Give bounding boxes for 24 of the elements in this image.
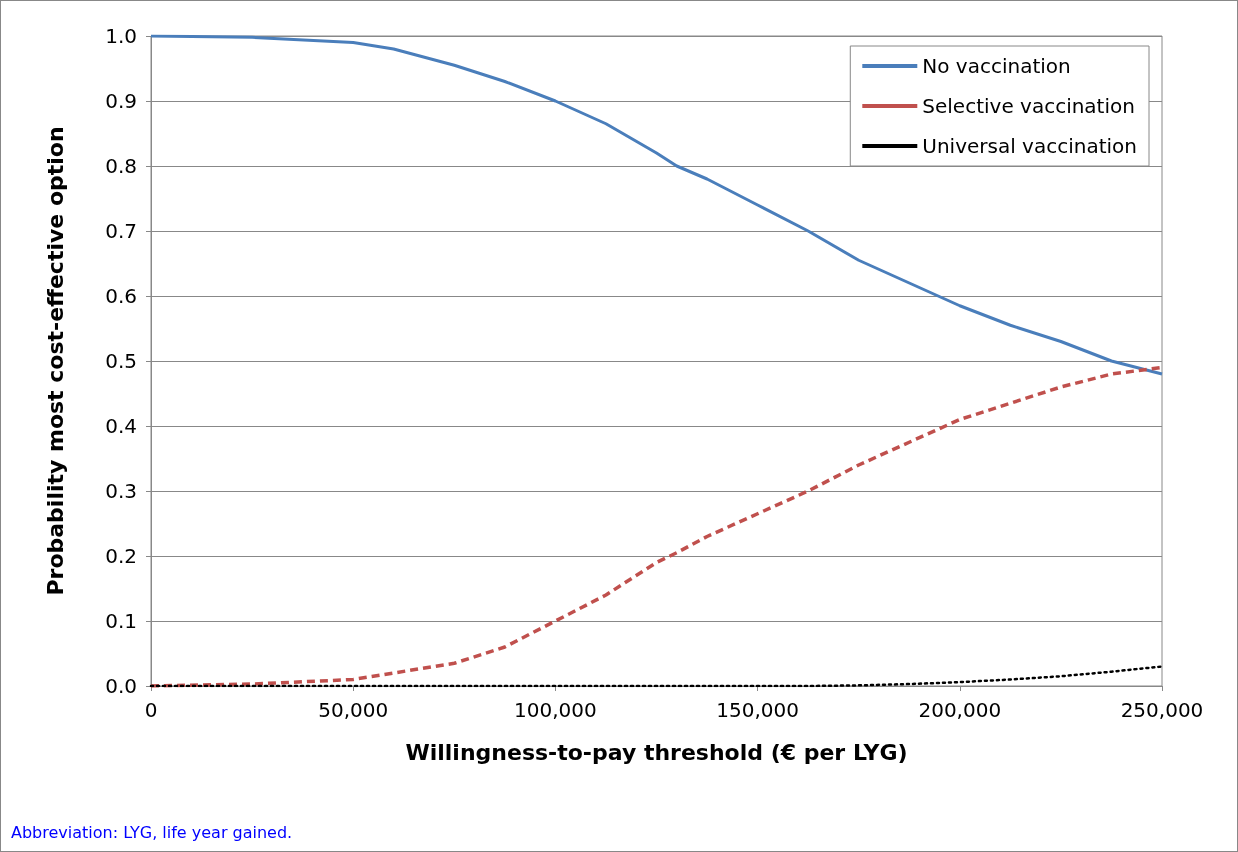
x-tick-label: 50,000 (318, 698, 389, 722)
y-tick-label: 0.6 (105, 284, 137, 308)
line-series (149, 665, 1164, 688)
y-tick-label: 0.4 (105, 414, 137, 438)
x-axis-title: Willingness-to-pay threshold (€ per LYG) (405, 739, 908, 765)
x-tick-label: 0 (144, 698, 158, 722)
y-tick-label: 0.9 (105, 89, 137, 113)
y-tick-label: 0.8 (105, 154, 137, 178)
x-tick-label: 200,000 (918, 698, 1002, 722)
legend-label: Universal vaccination (922, 134, 1138, 158)
y-tick-label: 0.7 (105, 219, 137, 243)
x-tick-label: 100,000 (514, 698, 597, 722)
y-tick-label: 0.1 (105, 609, 137, 633)
y-tick-label: 1.0 (105, 24, 137, 48)
legend-label: Selective vaccination (922, 94, 1135, 118)
legend-label: No vaccination (922, 54, 1071, 78)
x-tick-label: 150,000 (716, 698, 799, 722)
text: Abbreviation: LYG, life year gained. (11, 823, 293, 842)
y-tick-label: 0.2 (105, 544, 137, 568)
y-tick-label: 0.3 (105, 479, 137, 503)
x-tick-label: 250,000 (1120, 698, 1204, 722)
y-tick-label: 0.5 (105, 349, 137, 373)
y-tick-label: 0.0 (105, 674, 137, 698)
y-axis-title: Probability most cost-effective option (42, 126, 68, 596)
